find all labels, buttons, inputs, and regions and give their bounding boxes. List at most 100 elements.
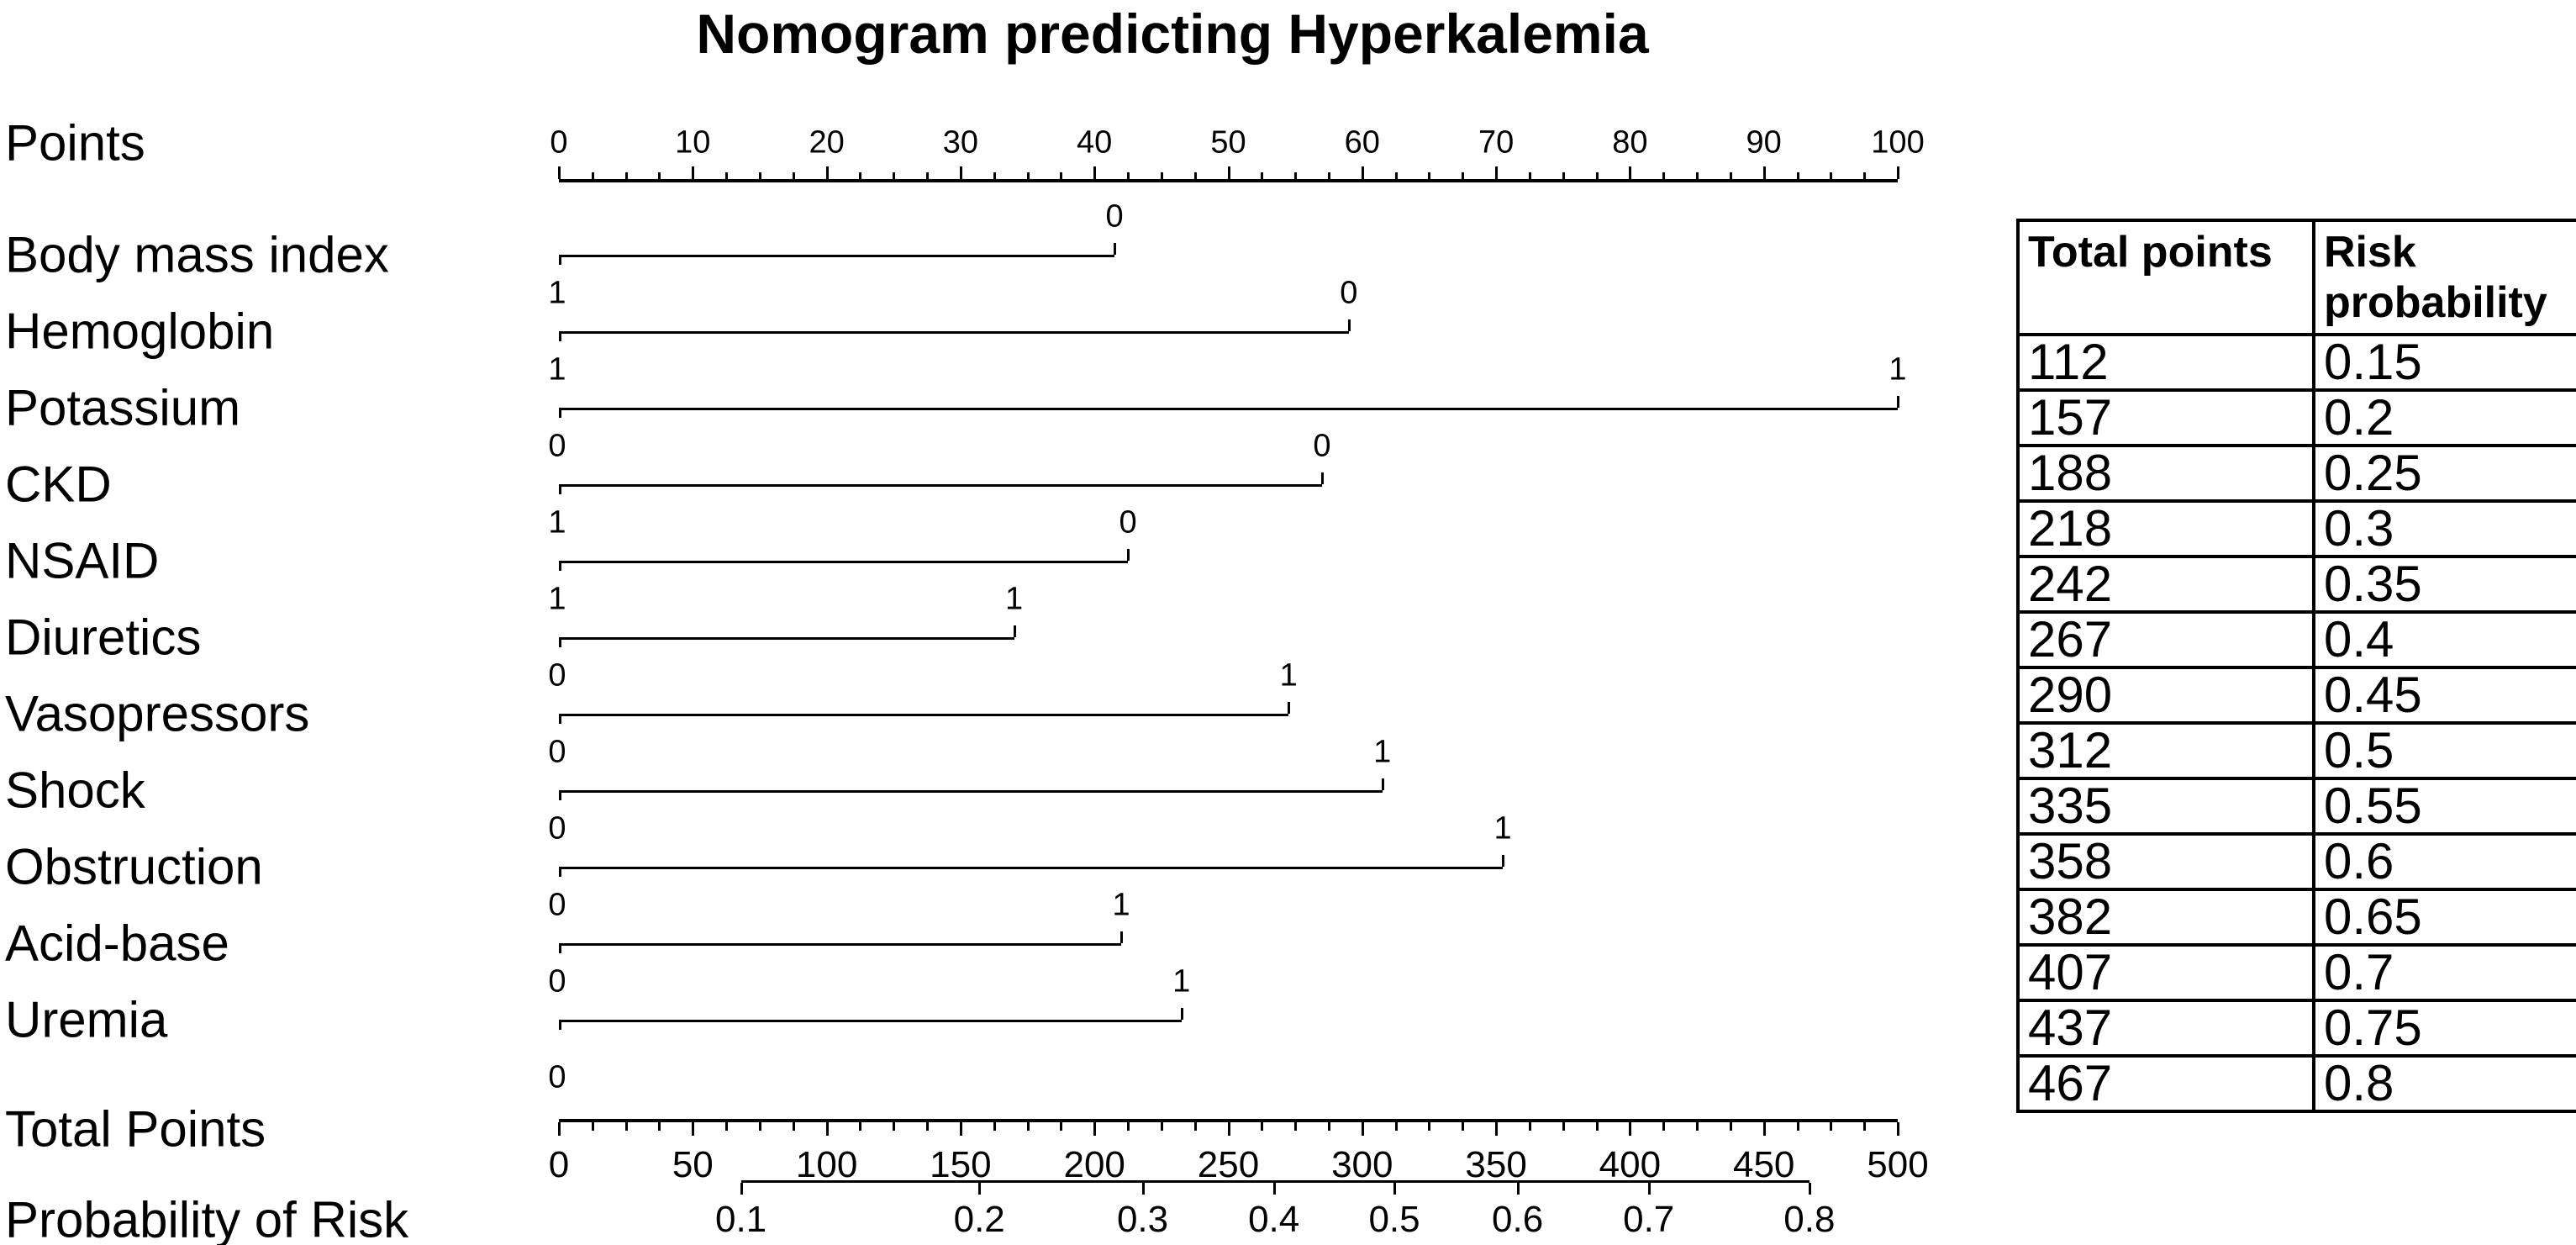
probability-tick-label: 0.8 (1783, 1199, 1836, 1240)
total-points-minor-tick (893, 1122, 896, 1131)
probability-tick-label: 0.1 (715, 1199, 767, 1240)
total-points-tick-label: 400 (1599, 1144, 1662, 1185)
points-tick-label: 60 (1344, 124, 1380, 161)
zero-category-label: 0 (548, 1059, 566, 1095)
total-points-minor-tick (658, 1122, 661, 1131)
total-points-major-tick (825, 1122, 829, 1136)
points-minor-tick (758, 172, 761, 179)
points-major-tick (1897, 166, 1899, 179)
total-points-major-tick (692, 1122, 695, 1136)
variable-right-tick (1347, 319, 1351, 331)
total-points-cell: 335 (2016, 777, 2315, 836)
total-points-major-tick (1897, 1122, 1899, 1136)
probability-tick-label: 0.3 (1116, 1199, 1169, 1240)
variable-right-tick (1897, 396, 1899, 408)
points-minor-tick (1462, 172, 1465, 179)
total-points-minor-tick (1428, 1122, 1431, 1131)
category-label-left: 1 (548, 351, 566, 388)
total-points-minor-tick (1696, 1122, 1699, 1131)
risk-probability-cell: 0.8 (2312, 1054, 2576, 1113)
risk-probability-cell: 0.75 (2312, 999, 2576, 1058)
category-label-right: 0 (1340, 275, 1358, 311)
points-minor-tick (1327, 172, 1330, 179)
points-minor-tick (1696, 172, 1699, 179)
risk-table-body: 112 0.15 157 0.2 188 0.25 218 0.3 242 0.35 267 0.4 2… (2016, 333, 2576, 1113)
variable-left-tick (559, 867, 561, 877)
probability-tick (1647, 1183, 1651, 1195)
risk-table-row: 335 0.55 (2016, 777, 2576, 836)
total-points-tick-label: 100 (795, 1144, 858, 1185)
risk-probability-cell: 0.5 (2312, 721, 2576, 780)
probability-tick-label: 0.5 (1368, 1199, 1420, 1240)
variable-left-tick (559, 943, 561, 953)
total-points-major-tick (1762, 1122, 1766, 1136)
total-points-tick-label: 250 (1197, 1144, 1260, 1185)
points-major-tick (1762, 166, 1766, 179)
risk-probability-cell: 0.15 (2312, 333, 2576, 392)
points-tick-label: 70 (1478, 124, 1515, 161)
category-label-right: 1 (1112, 887, 1130, 923)
total-points-cell: 188 (2016, 444, 2315, 503)
category-label-right: 1 (1493, 810, 1512, 847)
risk-probability-cell: 0.55 (2312, 777, 2576, 836)
points-major-tick (1227, 166, 1230, 179)
total-points-tick-label: 50 (672, 1144, 714, 1185)
total-points-cell: 157 (2016, 388, 2315, 447)
total-points-minor-tick (725, 1122, 729, 1131)
points-major-tick (1093, 166, 1097, 179)
variable-left-tick (559, 637, 561, 647)
category-label-left: 0 (548, 428, 566, 464)
risk-table-header-row: Total points Risk probability (2016, 219, 2576, 336)
variable-right-tick (1114, 243, 1117, 255)
total-points-major-tick (1495, 1122, 1499, 1136)
points-tick-label: 40 (1077, 124, 1113, 161)
probability-tick (1393, 1183, 1397, 1195)
variable-right-tick (1180, 1008, 1183, 1020)
category-label-right: 1 (1172, 963, 1191, 1000)
variable-left-tick (559, 714, 561, 724)
variable-name: Body mass index (5, 226, 389, 283)
total-points-cell: 312 (2016, 721, 2315, 780)
total-points-cell: 467 (2016, 1054, 2315, 1113)
points-tick-label: 10 (675, 124, 711, 161)
risk-probability-cell: 0.45 (2312, 666, 2576, 725)
risk-table-header: Total points Risk probability (2016, 219, 2576, 336)
category-label-left: 0 (548, 734, 566, 770)
risk-table: Total points Risk probability 112 0.15 157 0… (2016, 219, 2576, 1113)
points-major-tick (825, 166, 829, 179)
risk-probability-cell: 0.2 (2312, 388, 2576, 447)
points-minor-tick (1127, 172, 1130, 179)
risk-probability-cell: 0.35 (2312, 555, 2576, 614)
variable-line (559, 408, 1898, 410)
category-label-right: 0 (1313, 428, 1331, 464)
points-minor-tick (1562, 172, 1565, 179)
category-label-left: 0 (548, 810, 566, 847)
figure-title: Nomogram predicting Hyperkalemia (696, 3, 1649, 65)
total-points-minor-tick (1595, 1122, 1599, 1131)
risk-table-row: 112 0.15 (2016, 333, 2576, 392)
total-points-major-tick (1629, 1122, 1632, 1136)
variable-line (559, 561, 1129, 563)
total-points-cell: 382 (2016, 888, 2315, 947)
variable-name: Vasopressors (5, 685, 310, 742)
points-minor-tick (893, 172, 896, 179)
points-minor-tick (792, 172, 795, 179)
risk-table-row: 267 0.4 (2016, 610, 2576, 669)
points-tick-label: 0 (550, 124, 568, 161)
risk-probability-cell: 0.3 (2312, 499, 2576, 558)
total-points-minor-tick (859, 1122, 862, 1131)
risk-table-header-cell: Risk probability (2312, 219, 2576, 336)
total-points-cell: 358 (2016, 832, 2315, 891)
risk-probability-cell: 0.65 (2312, 888, 2576, 947)
points-minor-tick (926, 172, 930, 179)
risk-table-row: 382 0.65 (2016, 888, 2576, 947)
total-points-tick-label: 200 (1063, 1144, 1125, 1185)
points-minor-tick (1193, 172, 1197, 179)
risk-table-row: 218 0.3 (2016, 499, 2576, 558)
variable-line (559, 484, 1322, 487)
variable-right-tick (1013, 625, 1016, 637)
total-points-major-tick (558, 1122, 561, 1136)
points-minor-tick (591, 172, 594, 179)
total-points-major-tick (1361, 1122, 1364, 1136)
total-points-tick-label: 350 (1465, 1144, 1527, 1185)
